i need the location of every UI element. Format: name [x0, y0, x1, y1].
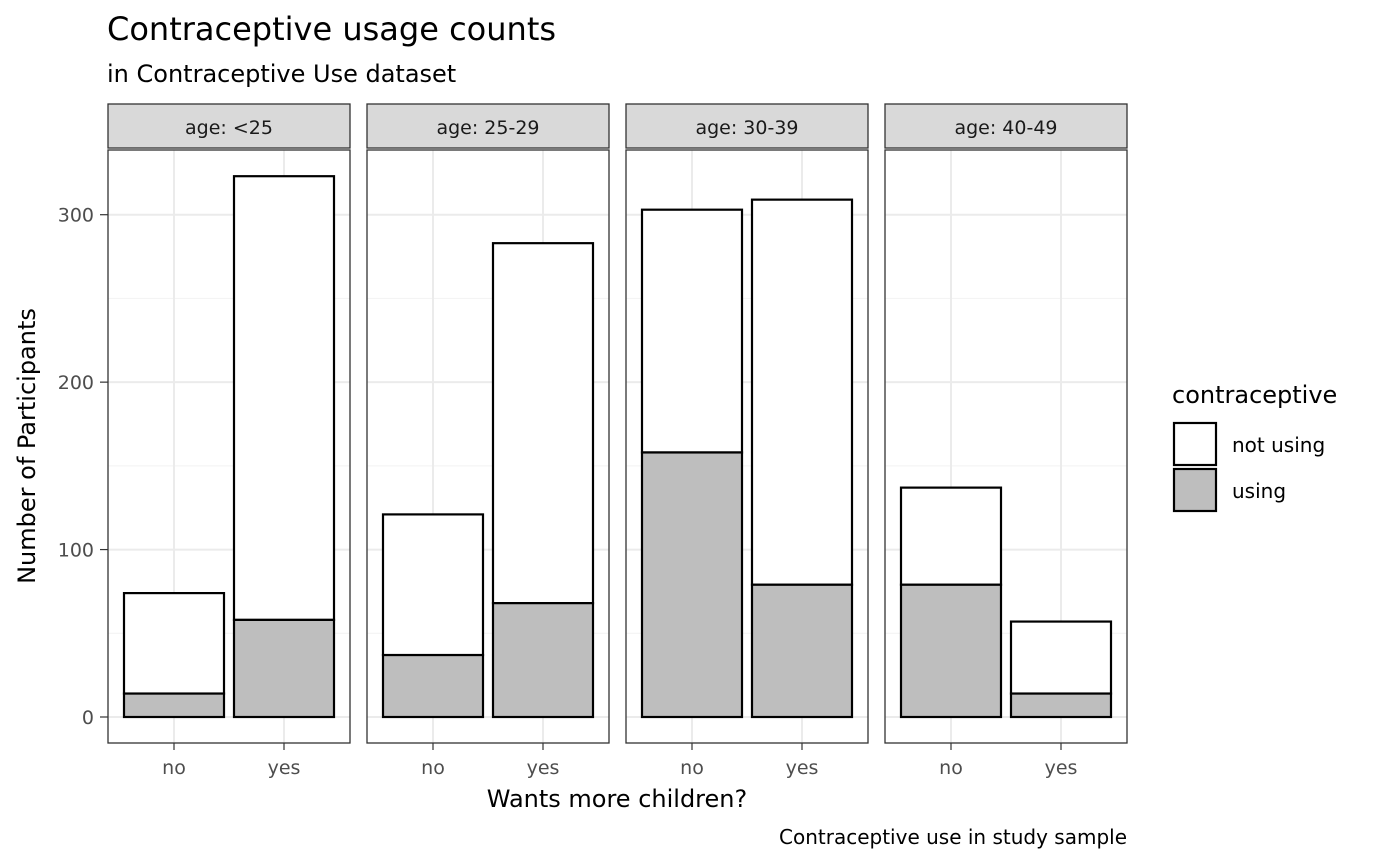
- bar-not-using: [1009, 620, 1113, 695]
- bar-not-using: [899, 486, 1003, 586]
- facet-panel: no yes age: 25-29: [366, 103, 610, 779]
- bar-using: [491, 602, 595, 719]
- bar-not-using: [750, 198, 854, 586]
- x-tick-label: yes: [1045, 757, 1078, 779]
- legend-label: using: [1232, 479, 1286, 503]
- facet-panels: no yes age: <25 no yes age: 25-29 no yes age: 30…: [107, 103, 1128, 779]
- x-tick-label: no: [680, 757, 704, 779]
- bar-not-using: [122, 592, 226, 695]
- bar-using: [122, 692, 226, 719]
- panel-border: [366, 149, 610, 744]
- y-tick-label: 0: [82, 707, 94, 729]
- facet-panel: no yes age: <25: [107, 103, 351, 779]
- facet-strip: [107, 103, 351, 149]
- facet-panel: no yes age: 30-39: [625, 103, 869, 779]
- y-tick-label: 300: [58, 205, 94, 227]
- bar-using: [899, 583, 1003, 719]
- y-tick-label: 200: [58, 372, 94, 394]
- x-tick-label: no: [939, 757, 963, 779]
- bar-not-using: [640, 208, 744, 454]
- facet-strip-label: age: <25: [185, 117, 273, 139]
- legend-title: contraceptive: [1172, 381, 1337, 409]
- bar-using: [232, 618, 336, 719]
- facet-strip-label: age: 25-29: [436, 117, 539, 139]
- facet-strip: [884, 103, 1128, 149]
- legend-key: [1172, 467, 1218, 513]
- legend-label: not using: [1232, 433, 1325, 457]
- legend: contraceptive not using using: [1172, 381, 1337, 513]
- legend-key: [1172, 421, 1218, 467]
- bar-not-using: [232, 175, 336, 621]
- facet-strip-label: age: 30-39: [695, 117, 798, 139]
- x-tick-label: yes: [527, 757, 560, 779]
- y-axis: 0 100 200 300: [58, 205, 108, 729]
- x-tick-label: yes: [268, 757, 301, 779]
- facet-strip-label: age: 40-49: [954, 117, 1057, 139]
- facet-panel: no yes age: 40-49: [884, 103, 1128, 779]
- facet-strip: [625, 103, 869, 149]
- panel-border: [884, 149, 1128, 744]
- y-tick-label: 100: [58, 540, 94, 562]
- bar-not-using: [381, 513, 485, 657]
- chart-title: Contraceptive usage counts: [107, 10, 556, 48]
- bar-using: [1009, 692, 1113, 719]
- x-tick-label: no: [162, 757, 186, 779]
- bar-using: [381, 653, 485, 719]
- x-tick-label: yes: [786, 757, 819, 779]
- bar-using: [640, 451, 744, 719]
- y-axis-title: Number of Participants: [13, 308, 41, 584]
- chart-caption: Contraceptive use in study sample: [779, 825, 1127, 849]
- x-axis-title: Wants more children?: [487, 785, 747, 813]
- panel-border: [107, 149, 351, 744]
- x-tick-label: no: [421, 757, 445, 779]
- bar-using: [750, 583, 854, 719]
- facet-strip: [366, 103, 610, 149]
- bar-not-using: [491, 242, 595, 605]
- chart-subtitle: in Contraceptive Use dataset: [107, 60, 456, 88]
- panel-border: [625, 149, 869, 744]
